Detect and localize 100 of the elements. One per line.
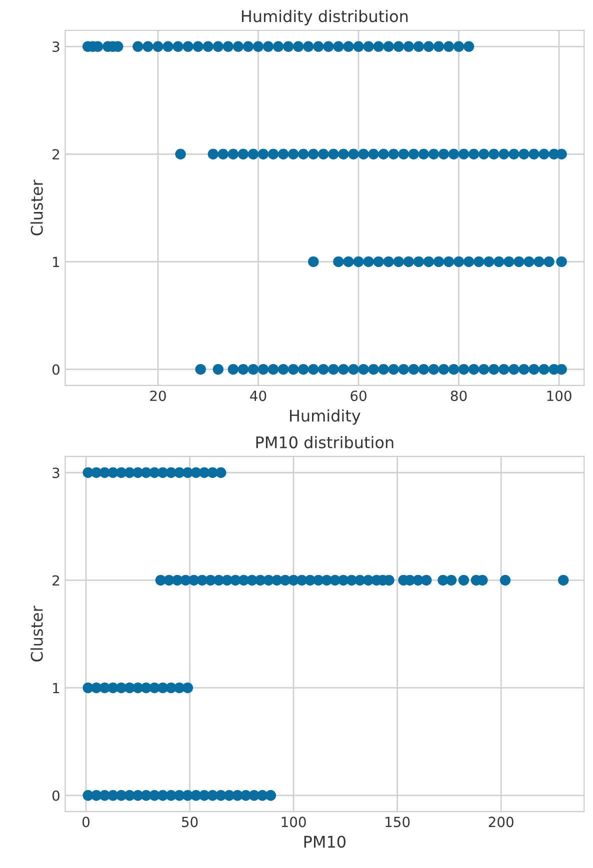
point: [202, 41, 214, 52]
point: [298, 148, 309, 160]
point: [468, 148, 480, 160]
point: [438, 148, 450, 160]
point: [348, 148, 359, 160]
point: [175, 148, 186, 160]
point: [248, 148, 259, 160]
point: [298, 364, 309, 375]
point: [328, 148, 339, 160]
chart-title: PM10 distribution: [256, 436, 394, 448]
point: [433, 256, 444, 268]
point: [423, 41, 434, 52]
point: [182, 41, 194, 52]
point: [192, 41, 204, 52]
point: [514, 256, 524, 268]
point: [448, 364, 460, 375]
point: [478, 364, 490, 375]
x-tick-label: 20: [150, 390, 166, 402]
point: [423, 256, 434, 268]
point: [258, 364, 269, 375]
point: [433, 41, 444, 52]
point: [408, 364, 420, 375]
point: [343, 256, 354, 268]
point: [478, 148, 490, 160]
point: [278, 364, 289, 375]
point: [318, 364, 329, 375]
point: [438, 364, 450, 375]
x-axis-title: Humidity: [290, 409, 360, 425]
point: [418, 364, 430, 375]
point: [373, 256, 384, 268]
point: [268, 148, 279, 160]
point: [378, 364, 389, 375]
point: [408, 148, 420, 160]
point: [378, 148, 389, 160]
point: [302, 41, 314, 52]
point: [216, 467, 226, 478]
y-tick-label: 2: [52, 575, 59, 586]
point: [313, 41, 324, 52]
point: [518, 148, 530, 160]
point: [318, 148, 329, 160]
point: [343, 41, 354, 52]
point: [428, 364, 440, 375]
point: [368, 148, 379, 160]
point: [443, 41, 454, 52]
point: [558, 574, 569, 586]
point: [534, 256, 544, 268]
point: [528, 364, 540, 375]
point: [262, 41, 274, 52]
point: [222, 41, 234, 52]
point: [398, 364, 410, 375]
point: [333, 256, 344, 268]
point: [323, 41, 334, 52]
point: [504, 256, 514, 268]
point: [232, 41, 244, 52]
point: [388, 148, 399, 160]
point: [488, 364, 500, 375]
point: [268, 364, 279, 375]
point: [358, 364, 369, 375]
point: [353, 256, 364, 268]
point: [413, 256, 424, 268]
y-tick-label: 3: [52, 41, 60, 52]
point: [373, 41, 384, 52]
point: [473, 256, 484, 268]
point: [238, 148, 249, 160]
point: [538, 148, 550, 160]
x-tick-label: 100: [547, 390, 572, 402]
y-tick-label: 1: [53, 256, 60, 268]
point: [383, 256, 394, 268]
point: [538, 364, 550, 375]
x-tick-label: 80: [450, 390, 467, 402]
point: [228, 148, 239, 160]
point: [420, 574, 432, 586]
x-tick-label: 0: [82, 816, 90, 828]
point: [448, 148, 460, 160]
point: [463, 41, 474, 52]
point: [348, 364, 359, 375]
x-tick-label: 100: [282, 816, 306, 828]
point: [556, 256, 567, 268]
point: [524, 256, 534, 268]
point: [388, 364, 399, 375]
point: [383, 41, 394, 52]
x-tick-label: 200: [488, 816, 514, 828]
point: [328, 364, 339, 375]
point: [398, 148, 410, 160]
point: [418, 148, 430, 160]
y-tick-label: 0: [52, 364, 60, 375]
point: [363, 41, 374, 52]
point: [556, 364, 567, 375]
point: [458, 364, 470, 375]
chart-title: Humidity distribution: [242, 10, 408, 26]
point: [238, 364, 249, 375]
point: [528, 148, 540, 160]
point: [282, 41, 294, 52]
point: [248, 364, 259, 375]
point: [403, 256, 414, 268]
point: [413, 41, 424, 52]
point: [182, 682, 194, 694]
x-tick-label: 50: [182, 816, 198, 828]
point: [500, 574, 511, 586]
point: [308, 364, 319, 375]
